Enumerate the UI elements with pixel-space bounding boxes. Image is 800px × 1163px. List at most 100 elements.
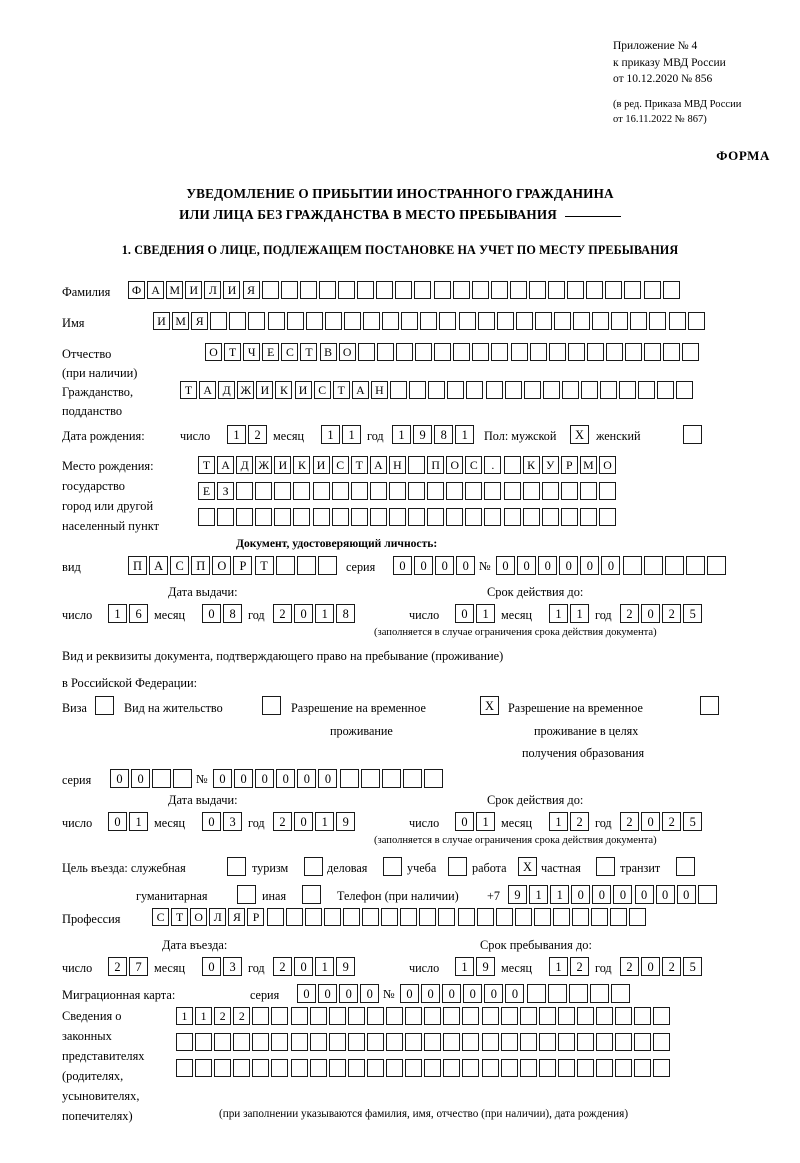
char-box[interactable] xyxy=(252,1059,270,1077)
char-box[interactable] xyxy=(477,312,495,330)
char-box[interactable] xyxy=(481,1059,499,1077)
char-box[interactable] xyxy=(533,908,551,926)
purpose-work-checkbox[interactable]: Х xyxy=(518,857,539,876)
char-box[interactable]: 1 xyxy=(550,885,570,904)
char-box[interactable]: 0 xyxy=(505,984,525,1003)
char-box[interactable]: 0 xyxy=(463,984,483,1003)
char-box[interactable] xyxy=(357,281,375,299)
char-box[interactable]: 1 xyxy=(227,425,246,444)
char-box[interactable]: 0 xyxy=(108,812,127,831)
char-box[interactable] xyxy=(615,1059,633,1077)
char-box[interactable]: 1 xyxy=(549,957,568,976)
char-box[interactable] xyxy=(457,908,475,926)
char-box[interactable]: 2 xyxy=(273,957,292,976)
char-box[interactable] xyxy=(304,908,322,926)
char-box[interactable] xyxy=(491,343,509,361)
char-box[interactable]: 0 xyxy=(538,556,558,575)
char-box[interactable] xyxy=(262,696,281,715)
char-box[interactable] xyxy=(443,1059,461,1077)
char-box[interactable]: Х xyxy=(570,425,589,444)
char-box[interactable]: Р xyxy=(560,456,578,474)
char-box[interactable] xyxy=(369,482,387,500)
char-box[interactable] xyxy=(401,312,419,330)
char-box[interactable] xyxy=(386,1007,404,1025)
char-box[interactable] xyxy=(683,425,702,444)
char-box[interactable] xyxy=(663,343,681,361)
char-box[interactable] xyxy=(434,343,452,361)
char-box[interactable] xyxy=(485,381,503,399)
char-box[interactable]: Ж xyxy=(237,381,255,399)
char-box[interactable]: 1 xyxy=(176,1007,193,1025)
char-box[interactable] xyxy=(312,482,330,500)
char-box[interactable] xyxy=(408,456,426,474)
char-box[interactable]: 2 xyxy=(233,1007,251,1025)
char-box[interactable] xyxy=(347,1033,365,1051)
char-box[interactable]: 0 xyxy=(641,812,661,831)
char-box[interactable]: Я xyxy=(191,312,209,330)
char-box[interactable] xyxy=(528,281,546,299)
char-box[interactable]: О xyxy=(205,343,222,361)
char-box[interactable] xyxy=(255,508,273,526)
char-box[interactable]: 1 xyxy=(321,425,340,444)
char-box[interactable]: 0 xyxy=(393,556,412,575)
char-box[interactable]: 0 xyxy=(455,604,474,623)
char-box[interactable] xyxy=(495,908,513,926)
char-box[interactable]: Н xyxy=(388,456,406,474)
char-box[interactable] xyxy=(568,984,588,1003)
char-box[interactable] xyxy=(481,1007,499,1025)
char-box[interactable]: 0 xyxy=(559,556,579,575)
char-box[interactable] xyxy=(453,343,471,361)
char-box[interactable]: И xyxy=(223,281,241,299)
char-box[interactable] xyxy=(605,281,623,299)
char-box[interactable] xyxy=(576,1007,594,1025)
char-box[interactable] xyxy=(415,343,433,361)
char-box[interactable]: 0 xyxy=(641,957,661,976)
char-box[interactable] xyxy=(560,508,578,526)
char-box[interactable] xyxy=(438,908,456,926)
char-box[interactable]: 3 xyxy=(223,812,243,831)
char-box[interactable]: Е xyxy=(262,343,280,361)
char-box[interactable]: Т xyxy=(300,343,318,361)
char-box[interactable] xyxy=(676,381,694,399)
char-box[interactable]: Р xyxy=(247,908,265,926)
char-box[interactable]: 0 xyxy=(496,556,515,575)
char-box[interactable] xyxy=(443,1007,461,1025)
char-box[interactable] xyxy=(290,1033,308,1051)
char-box[interactable]: Д xyxy=(218,381,236,399)
char-box[interactable] xyxy=(405,1033,423,1051)
char-box[interactable] xyxy=(439,312,457,330)
char-box[interactable]: 2 xyxy=(620,604,639,623)
char-box[interactable] xyxy=(424,1033,442,1051)
char-box[interactable] xyxy=(634,1059,652,1077)
char-box[interactable]: 0 xyxy=(655,885,675,904)
char-box[interactable] xyxy=(376,281,394,299)
char-box[interactable]: 2 xyxy=(620,812,639,831)
char-box[interactable] xyxy=(557,1033,575,1051)
char-box[interactable] xyxy=(274,482,292,500)
char-box[interactable] xyxy=(369,508,387,526)
char-box[interactable] xyxy=(388,508,406,526)
char-box[interactable]: 1 xyxy=(315,604,335,623)
char-box[interactable] xyxy=(638,381,656,399)
char-box[interactable]: 0 xyxy=(339,984,359,1003)
char-box[interactable] xyxy=(248,312,266,330)
char-box[interactable]: С xyxy=(313,381,331,399)
char-box[interactable] xyxy=(619,381,637,399)
char-box[interactable] xyxy=(548,281,566,299)
char-box[interactable] xyxy=(293,508,311,526)
char-box[interactable] xyxy=(576,1033,594,1051)
char-box[interactable]: С xyxy=(152,908,169,926)
char-box[interactable] xyxy=(214,1033,232,1051)
char-box[interactable]: 0 xyxy=(641,604,661,623)
char-box[interactable] xyxy=(286,312,304,330)
char-box[interactable] xyxy=(466,381,484,399)
char-box[interactable] xyxy=(519,1059,537,1077)
char-box[interactable]: 1 xyxy=(529,885,549,904)
char-box[interactable]: 0 xyxy=(276,769,296,788)
char-box[interactable]: С xyxy=(281,343,299,361)
char-box[interactable]: 0 xyxy=(297,769,317,788)
